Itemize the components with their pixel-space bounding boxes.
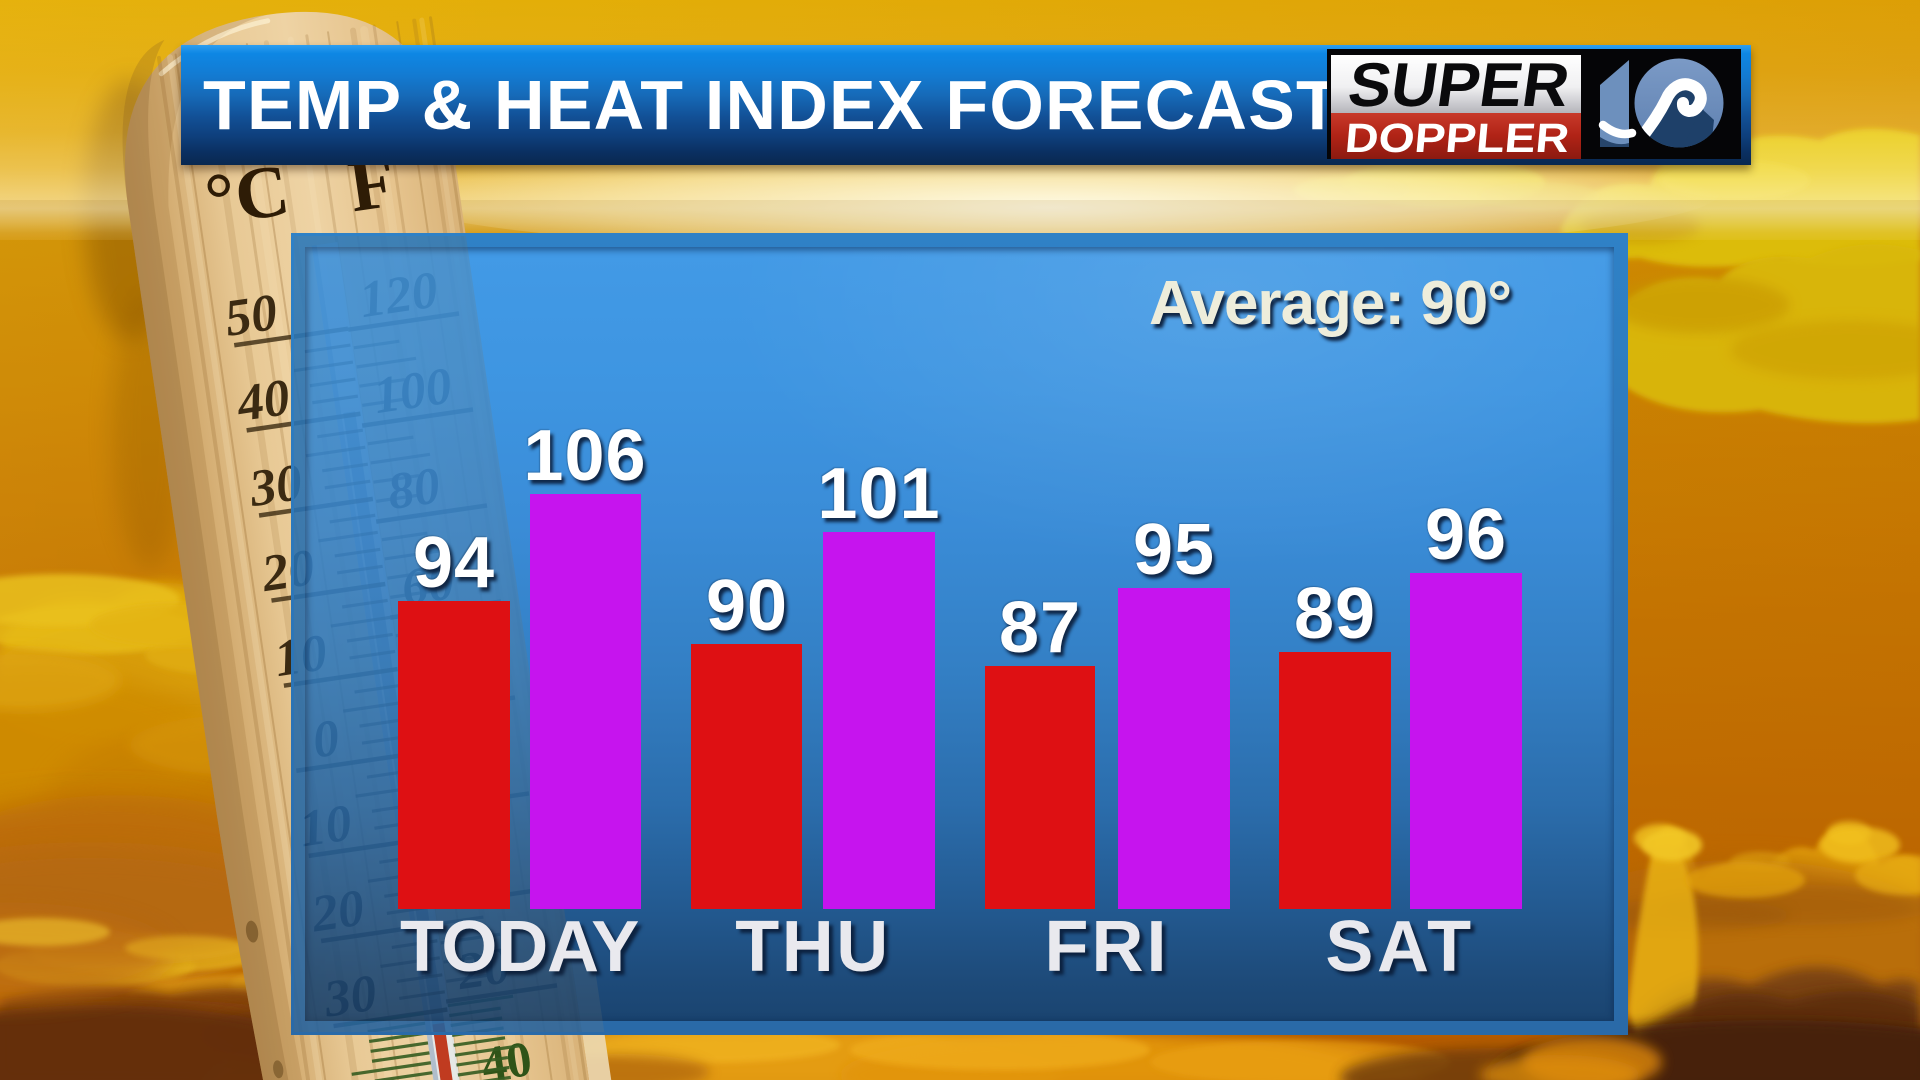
- svg-text:40: 40: [233, 369, 294, 433]
- svg-text:40: 40: [478, 1030, 536, 1080]
- svg-text:50: 50: [221, 284, 281, 348]
- svg-text:DOPPLER: DOPPLER: [1343, 115, 1571, 161]
- svg-text:SUPER: SUPER: [1344, 51, 1574, 120]
